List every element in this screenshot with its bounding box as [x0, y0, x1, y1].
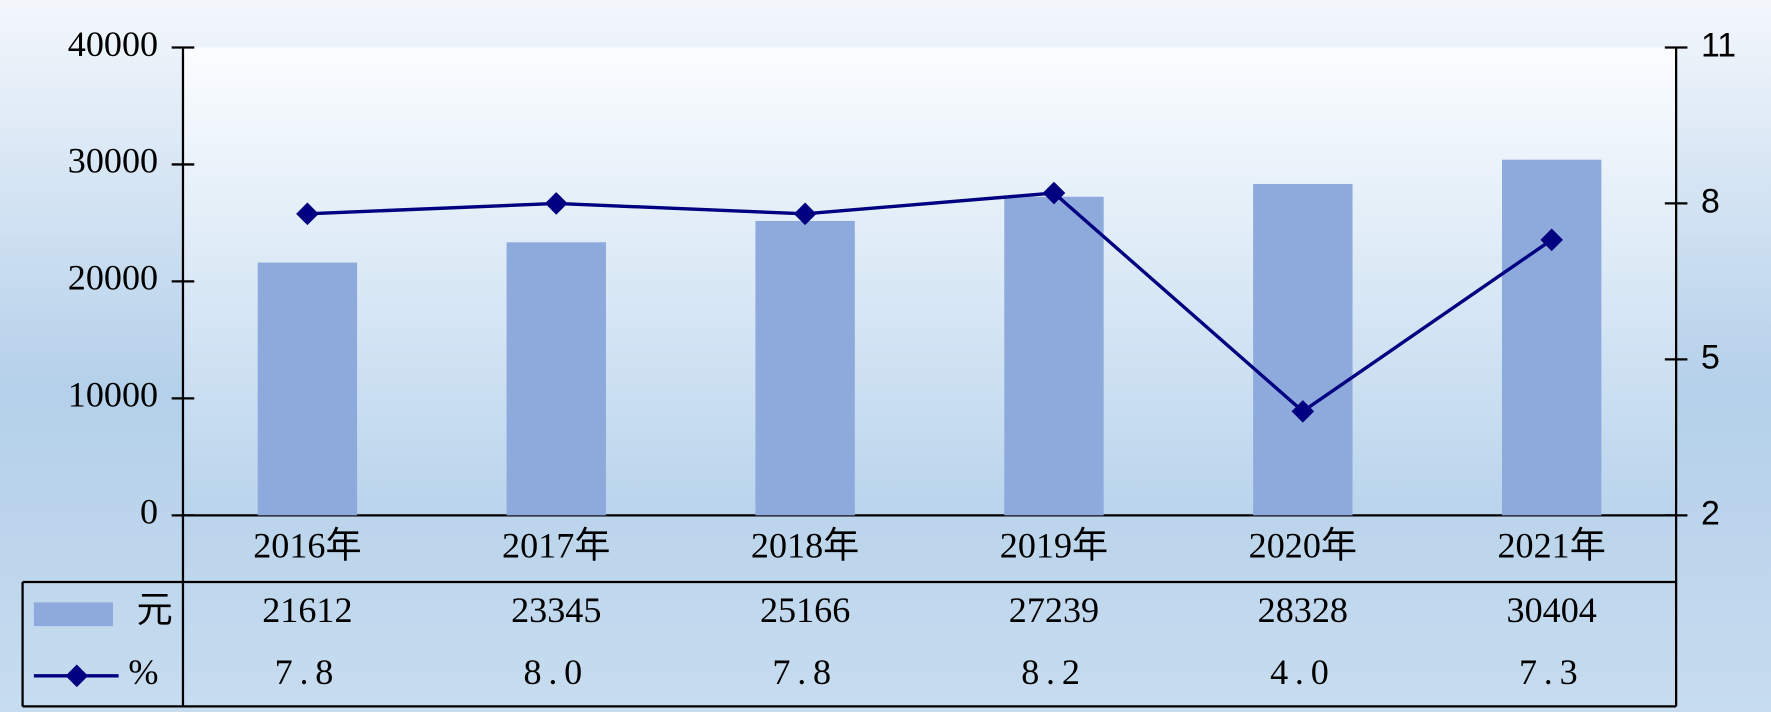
table-value: 8.2: [1021, 652, 1086, 692]
table-value: 7.8: [772, 652, 837, 692]
table-value: 30404: [1507, 590, 1597, 630]
legend-swatch: [33, 602, 113, 627]
bar: [1253, 183, 1353, 516]
table-value: 23345: [511, 590, 601, 630]
table-value: 7.3: [1519, 652, 1584, 692]
x-tick-label: 2020年: [1249, 526, 1357, 566]
table-value: 7.8: [275, 652, 340, 692]
y2-tick-label: 11: [1701, 26, 1736, 64]
y2-tick-label: 5: [1701, 338, 1720, 376]
line: [307, 191, 1553, 414]
y-tick-label: 40000: [68, 24, 158, 64]
legend-marker: [65, 664, 89, 688]
line-marker: [1291, 400, 1315, 423]
table-value: 25166: [760, 590, 850, 630]
bar: [257, 262, 358, 516]
x-tick-label: 2017年: [502, 526, 610, 566]
x-tick-label: 2016年: [253, 526, 361, 566]
x-tick-label: 2021年: [1497, 526, 1605, 566]
table-value: 28328: [1258, 590, 1348, 630]
line-marker: [544, 192, 568, 215]
legend-label: %: [128, 652, 158, 692]
y-tick-label: 0: [140, 492, 158, 532]
table-frame: [21, 47, 1678, 708]
y2-tick-label: 2: [1701, 494, 1720, 532]
x-tick-label: 2019年: [1000, 526, 1108, 566]
table-value: 4.0: [1270, 652, 1335, 692]
table-value: 27239: [1009, 590, 1099, 630]
y2-tick-label: 8: [1701, 182, 1720, 220]
table-value: 21612: [262, 590, 352, 630]
legend-label: 元: [137, 590, 173, 630]
x-tick-label: 2018年: [751, 526, 859, 566]
y-tick-label: 10000: [68, 375, 158, 415]
plot-area: [182, 47, 1677, 516]
bar: [1501, 159, 1602, 516]
y-tick-label: 20000: [68, 258, 158, 298]
bar: [506, 242, 606, 516]
line-marker: [1042, 181, 1066, 205]
bar: [755, 220, 855, 516]
line-marker: [1540, 228, 1563, 252]
bar: [1004, 196, 1104, 516]
table-value: 8.0: [524, 652, 589, 692]
y-tick-label: 30000: [68, 141, 158, 181]
line-marker: [793, 202, 817, 226]
